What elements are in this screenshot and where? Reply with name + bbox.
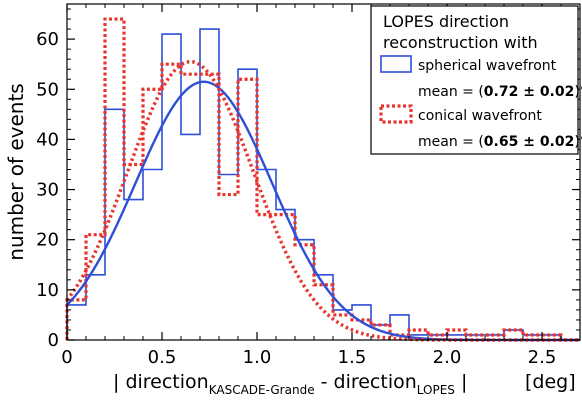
y-tick-label: 0 <box>48 330 59 351</box>
legend-title-line1: LOPES direction <box>383 12 509 31</box>
bin-conical-5 <box>162 64 181 340</box>
y-tick-label: 50 <box>36 79 59 100</box>
histogram-conical <box>65 17 580 342</box>
bin-conical-2 <box>105 19 124 340</box>
bin-spherical-10 <box>257 169 276 340</box>
y-tick-label: 20 <box>36 230 59 251</box>
bin-spherical-5 <box>162 34 181 340</box>
x-tick-label: 2.0 <box>433 347 462 368</box>
bin-spherical-9 <box>238 69 257 340</box>
x-axis-label: | directionKASCADE-Grande - directionLOP… <box>113 371 467 397</box>
tick-layer: 0 0.5 1.0 1.5 2.0 2.5 0 10 20 30 40 50 60 <box>36 4 580 368</box>
histogram-layer <box>65 17 580 342</box>
x-label-sub1: KASCADE-Grande <box>209 383 315 397</box>
x-label-part3: | <box>455 371 467 393</box>
bin-conical-3 <box>124 164 143 340</box>
y-tick-label: 10 <box>36 280 59 301</box>
x-tick-label: 1.0 <box>243 347 272 368</box>
bin-spherical-8 <box>219 175 238 340</box>
legend-swatch-conical <box>379 104 413 124</box>
y-tick-label: 40 <box>36 129 59 150</box>
bin-spherical-3 <box>124 200 143 340</box>
bin-conical-14 <box>333 315 352 340</box>
bin-conical-4 <box>143 89 162 340</box>
bin-conical-6 <box>181 74 200 340</box>
x-tick-label: 2.5 <box>528 347 557 368</box>
bin-conical-7 <box>200 74 219 340</box>
bin-conical-8 <box>219 195 238 340</box>
x-tick-label: 0 <box>61 347 72 368</box>
bin-spherical-1 <box>86 275 105 340</box>
bin-spherical-6 <box>181 134 200 340</box>
legend-label-conical: conical wavefront <box>418 108 542 124</box>
legend-title-line2: reconstruction with <box>383 33 538 52</box>
x-label-sub2: LOPES <box>417 383 455 397</box>
legend-label-spherical: spherical wavefront <box>418 58 557 74</box>
y-axis-label: number of events <box>4 83 28 260</box>
x-tick-label: 0.5 <box>148 347 177 368</box>
y-tick-label: 60 <box>36 29 59 50</box>
bin-spherical-2 <box>105 109 124 340</box>
bin-spherical-4 <box>143 169 162 340</box>
plot-frame <box>66 3 581 341</box>
x-axis-unit: [deg] <box>525 371 576 393</box>
bin-conical-10 <box>257 215 276 340</box>
legend-swatch-spherical <box>380 55 412 73</box>
legend: LOPES direction reconstruction with sphe… <box>370 5 582 155</box>
x-tick-label: 1.5 <box>338 347 367 368</box>
x-label-part1: | direction <box>113 371 209 393</box>
legend-mean-spherical: mean = (0.72 ± 0.02)° <box>418 84 582 100</box>
bin-conical-11 <box>276 215 295 340</box>
y-tick-label: 30 <box>36 180 59 201</box>
legend-mean-conical: mean = (0.65 ± 0.02)° <box>418 134 582 150</box>
x-label-part2: - direction <box>315 371 417 393</box>
bin-conical-12 <box>295 245 314 340</box>
legend-box <box>370 5 579 155</box>
